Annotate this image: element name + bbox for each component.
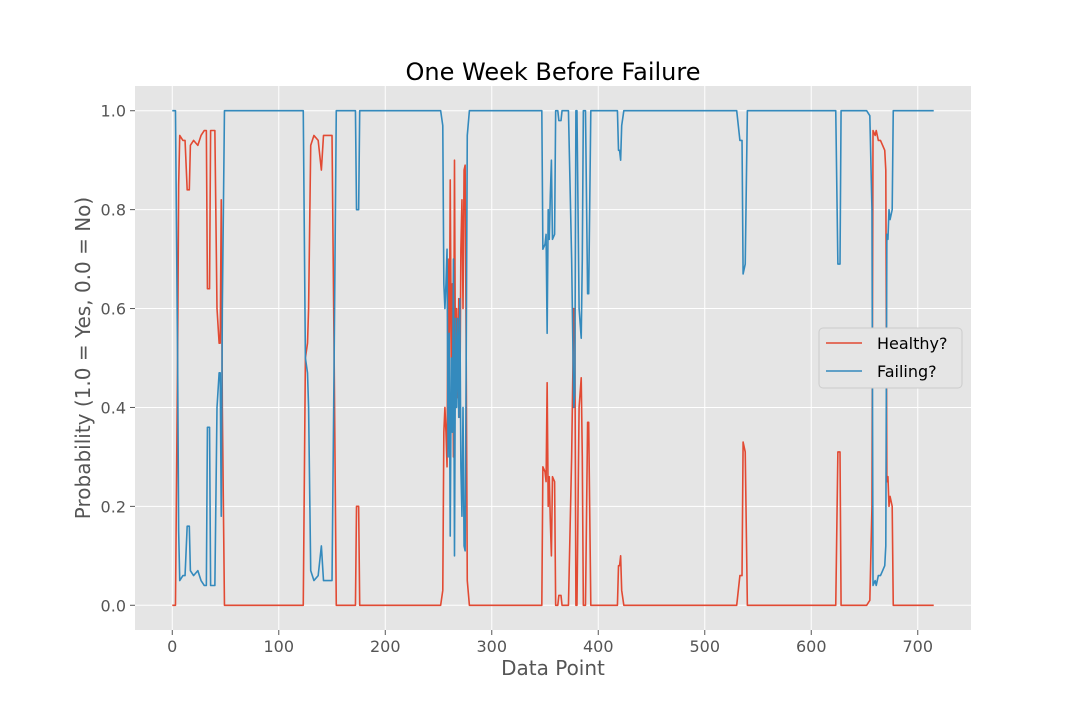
y-tick-label: 0.4 (101, 398, 126, 417)
x-axis-label: Data Point (501, 656, 605, 680)
y-tick-label: 0.0 (101, 596, 126, 615)
y-axis-label: Probability (1.0 = Yes, 0.0 = No) (71, 197, 95, 519)
legend-label-healthy: Healthy? (877, 334, 948, 353)
series-layer (172, 109, 934, 607)
legend-label-failing: Failing? (877, 362, 937, 381)
x-tick-label: 500 (689, 637, 720, 656)
x-tick-label: 700 (902, 637, 933, 656)
chart-title: One Week Before Failure (406, 58, 701, 86)
x-tick-label: 300 (476, 637, 507, 656)
y-tick-label: 0.2 (101, 497, 126, 516)
x-tick-label: 200 (370, 637, 401, 656)
ticks: 0 100 200 300 400 500 600 700 0.0 0.2 0.4 0.6 0.8 1.0 (101, 102, 933, 656)
series-line-failing (172, 109, 934, 587)
x-tick-label: 0 (167, 637, 177, 656)
x-tick-label: 400 (583, 637, 614, 656)
legend: Healthy? Failing? (818, 327, 963, 389)
x-tick-label: 100 (263, 637, 294, 656)
y-tick-label: 0.6 (101, 300, 126, 319)
y-tick-label: 1.0 (101, 102, 126, 121)
y-tick-label: 0.8 (101, 201, 126, 220)
x-tick-label: 600 (796, 637, 827, 656)
